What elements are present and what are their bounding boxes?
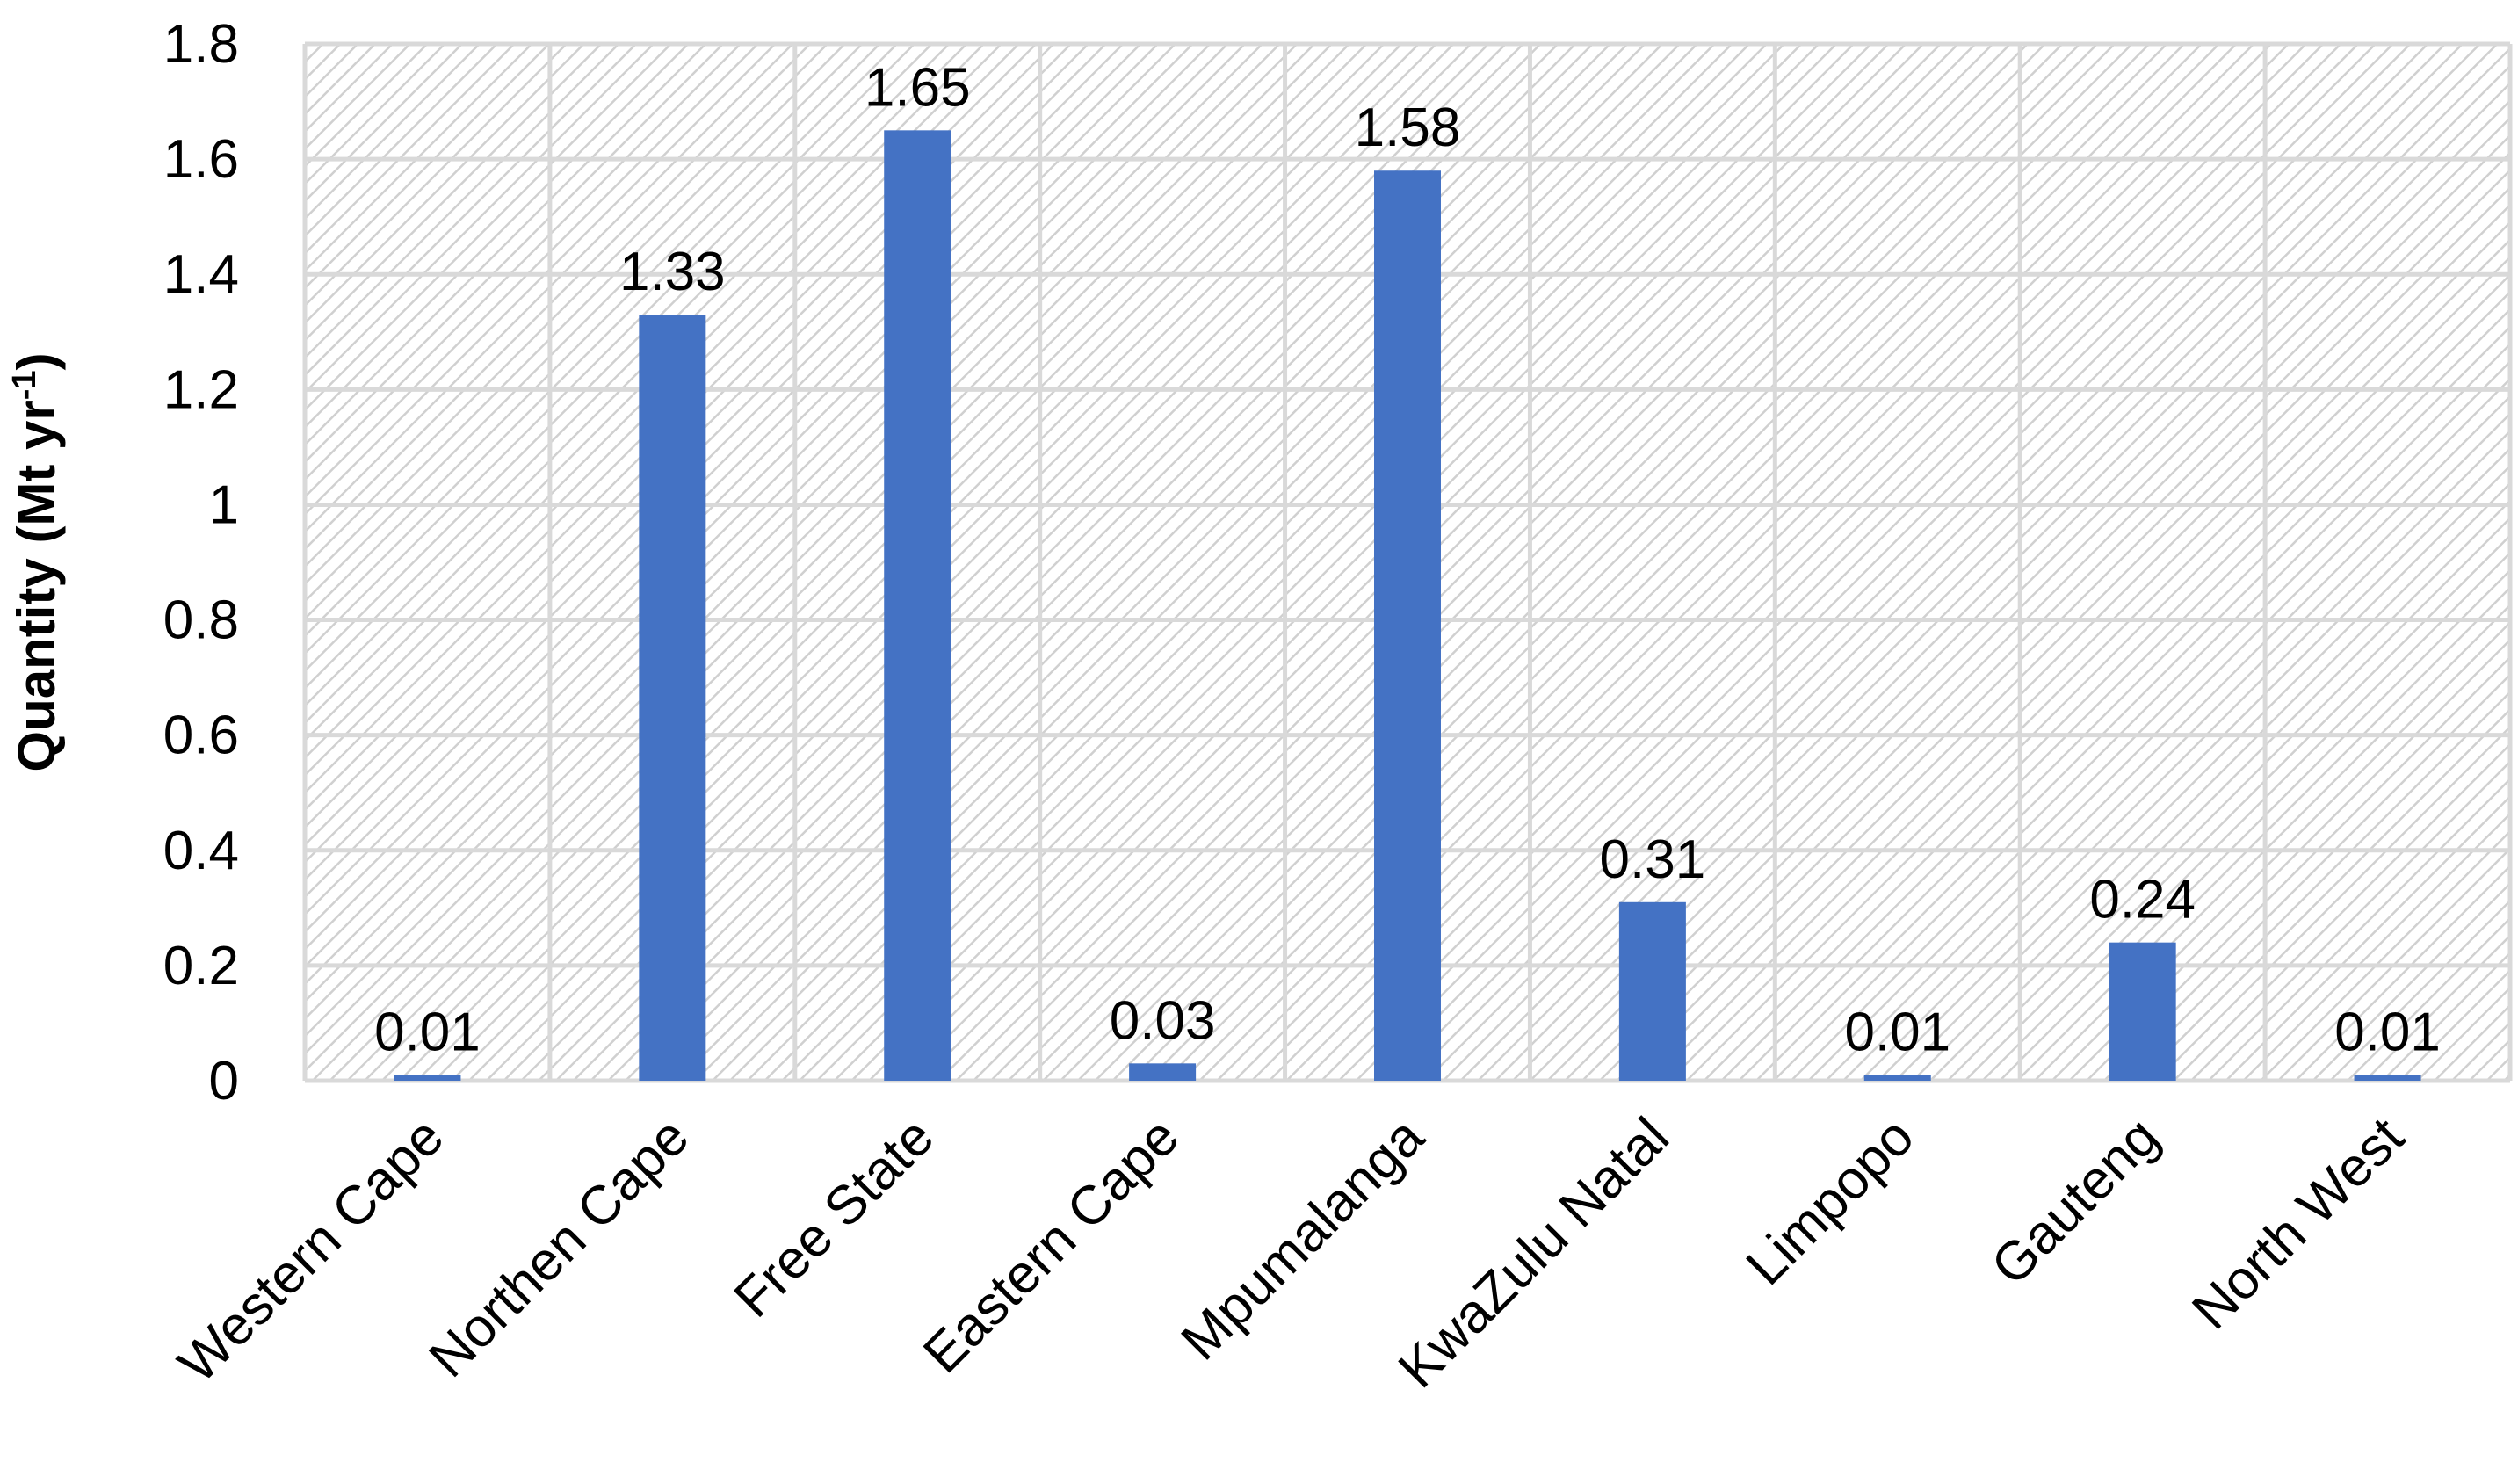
bar: [1863, 1075, 1931, 1081]
bar: [2109, 942, 2176, 1081]
x-category-label: Eastern Cape: [912, 1106, 1190, 1385]
data-label: 0.31: [1600, 829, 1706, 890]
x-category-label: Limpopo: [1735, 1106, 1926, 1297]
data-label: 0.01: [374, 1002, 481, 1062]
bar: [884, 130, 951, 1081]
data-label: 1.65: [865, 57, 971, 118]
data-label: 1.33: [619, 242, 726, 302]
x-category-label: North West: [2181, 1106, 2415, 1341]
y-tick-label: 0.6: [163, 706, 239, 766]
bar: [1374, 170, 1441, 1082]
y-tick-label: 1.2: [163, 359, 239, 420]
x-category-label: Northen Cape: [417, 1106, 700, 1389]
y-axis-title-close: ): [7, 352, 66, 370]
y-axis-title-superscript: -1: [6, 370, 43, 400]
bar: [1618, 901, 1686, 1081]
y-axis-title: Quantity (Mt yr-1): [6, 352, 66, 771]
bars: [394, 130, 2421, 1082]
x-category-label: Gauteng: [1980, 1106, 2171, 1297]
y-tick-label: 0.2: [163, 936, 239, 996]
data-label: 0.03: [1110, 990, 1216, 1051]
y-tick-labels: 0 0.2 0.4 0.6 0.8 1 1.2 1.4 1.6 1.8: [163, 14, 239, 1111]
data-label: 0.01: [2334, 1002, 2441, 1062]
y-tick-label: 1.6: [163, 129, 239, 190]
y-tick-label: 0: [209, 1051, 239, 1111]
x-category-label: Mpumalanga: [1170, 1106, 1436, 1372]
bar: [394, 1075, 461, 1081]
y-axis-title-main: Quantity (Mt yr: [7, 400, 66, 771]
y-tick-label: 1.4: [163, 244, 239, 305]
x-category-label: Western Cape: [167, 1106, 455, 1394]
bar: [639, 315, 706, 1082]
bar: [1129, 1063, 1197, 1081]
y-tick-label: 1: [209, 474, 239, 535]
y-tick-label: 1.8: [163, 14, 239, 75]
data-label: 0.01: [1844, 1002, 1950, 1062]
data-label: 1.58: [1355, 98, 1461, 158]
y-tick-label: 0.8: [163, 590, 239, 651]
data-labels: 0.01 1.33 1.65 0.03 1.58 0.31 0.01 0.24 0.01: [374, 57, 2441, 1062]
y-tick-label: 0.4: [163, 821, 239, 881]
x-category-label: Free State: [723, 1106, 945, 1328]
data-label: 0.24: [2089, 870, 2196, 930]
bar: [2354, 1075, 2421, 1081]
